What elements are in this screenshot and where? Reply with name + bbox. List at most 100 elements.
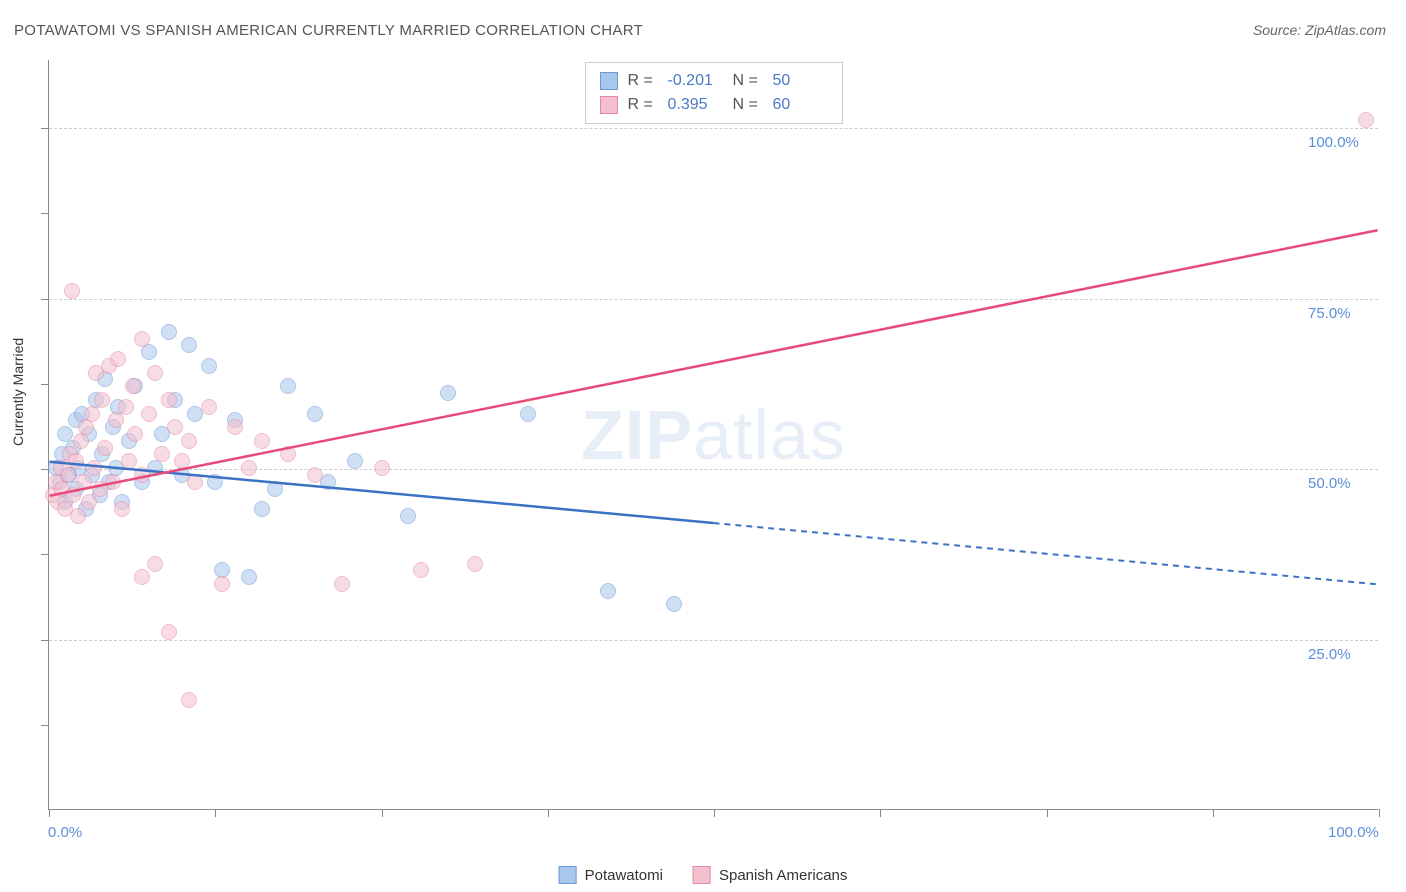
- legend-bottom-label-2: Spanish Americans: [719, 867, 847, 884]
- scatter-point-potawatomi: [141, 344, 157, 360]
- source-attribution: Source: ZipAtlas.com: [1253, 22, 1386, 38]
- x-tick: [215, 809, 216, 817]
- scatter-point-spanish: [413, 562, 429, 578]
- scatter-point-spanish: [154, 446, 170, 462]
- x-tick: [714, 809, 715, 817]
- scatter-point-spanish: [97, 440, 113, 456]
- scatter-point-potawatomi: [161, 324, 177, 340]
- scatter-point-spanish: [174, 453, 190, 469]
- scatter-point-spanish: [467, 556, 483, 572]
- y-tick: [41, 299, 49, 300]
- scatter-point-spanish: [161, 392, 177, 408]
- scatter-point-spanish: [81, 494, 97, 510]
- scatter-point-spanish: [147, 556, 163, 572]
- x-tick: [880, 809, 881, 817]
- watermark-rest: atlas: [693, 396, 846, 474]
- legend-n-value-2: 60: [773, 93, 828, 117]
- y-grid-label: 50.0%: [1308, 475, 1368, 492]
- x-tick: [382, 809, 383, 817]
- scatter-point-potawatomi: [267, 481, 283, 497]
- scatter-point-spanish: [121, 453, 137, 469]
- scatter-point-potawatomi: [600, 583, 616, 599]
- scatter-point-spanish: [161, 624, 177, 640]
- scatter-point-spanish: [73, 433, 89, 449]
- y-grid-label: 100.0%: [1308, 134, 1368, 151]
- x-axis-label: 100.0%: [1328, 824, 1379, 841]
- scatter-point-spanish: [181, 692, 197, 708]
- scatter-point-spanish: [134, 569, 150, 585]
- x-tick: [548, 809, 549, 817]
- scatter-point-spanish: [307, 467, 323, 483]
- legend-bottom-swatch-spanish: [693, 866, 711, 884]
- legend-r-label: R =: [628, 69, 658, 93]
- scatter-point-spanish: [60, 467, 76, 483]
- legend-n-label: N =: [733, 69, 763, 93]
- scatter-point-spanish: [280, 446, 296, 462]
- trend-lines: [49, 60, 1378, 809]
- x-axis-label: 0.0%: [48, 824, 82, 841]
- scatter-point-spanish: [1358, 112, 1374, 128]
- y-axis-label: Currently Married: [10, 338, 26, 446]
- gridline-h: [49, 128, 1378, 129]
- scatter-point-spanish: [227, 419, 243, 435]
- scatter-point-spanish: [125, 378, 141, 394]
- scatter-point-potawatomi: [440, 385, 456, 401]
- scatter-point-spanish: [84, 406, 100, 422]
- scatter-point-potawatomi: [307, 406, 323, 422]
- scatter-point-spanish: [65, 487, 81, 503]
- legend-bottom-label-1: Potawatomi: [585, 867, 663, 884]
- gridline-h: [49, 640, 1378, 641]
- y-tick: [41, 725, 49, 726]
- scatter-point-spanish: [181, 433, 197, 449]
- scatter-point-spanish: [78, 419, 94, 435]
- chart-container: POTAWATOMI VS SPANISH AMERICAN CURRENTLY…: [0, 0, 1406, 892]
- gridline-h: [49, 299, 1378, 300]
- y-tick: [41, 640, 49, 641]
- y-grid-label: 25.0%: [1308, 646, 1368, 663]
- scatter-point-spanish: [64, 283, 80, 299]
- legend-n-label-2: N =: [733, 93, 763, 117]
- scatter-point-spanish: [127, 426, 143, 442]
- scatter-point-spanish: [167, 419, 183, 435]
- scatter-point-spanish: [134, 467, 150, 483]
- scatter-point-potawatomi: [241, 569, 257, 585]
- x-tick: [1379, 809, 1380, 817]
- scatter-point-spanish: [68, 453, 84, 469]
- y-grid-label: 75.0%: [1308, 305, 1368, 322]
- legend-swatch-spanish: [600, 96, 618, 114]
- scatter-point-spanish: [134, 331, 150, 347]
- scatter-point-potawatomi: [347, 453, 363, 469]
- scatter-point-potawatomi: [201, 358, 217, 374]
- x-tick: [1047, 809, 1048, 817]
- legend-top-row-1: R = -0.201 N = 50: [600, 69, 828, 93]
- scatter-point-spanish: [114, 501, 130, 517]
- scatter-point-spanish: [334, 576, 350, 592]
- plot-area: ZIPatlas R = -0.201 N = 50 R = 0.395 N =…: [48, 60, 1378, 810]
- y-tick: [41, 554, 49, 555]
- legend-top: R = -0.201 N = 50 R = 0.395 N = 60: [585, 62, 843, 124]
- legend-r-value-2: 0.395: [668, 93, 723, 117]
- legend-bottom-item-1: Potawatomi: [559, 866, 663, 884]
- x-tick: [1213, 809, 1214, 817]
- legend-bottom: Potawatomi Spanish Americans: [559, 866, 848, 884]
- scatter-point-spanish: [86, 460, 102, 476]
- scatter-point-potawatomi: [666, 596, 682, 612]
- legend-r-label-2: R =: [628, 93, 658, 117]
- watermark: ZIPatlas: [581, 395, 846, 475]
- scatter-point-spanish: [110, 351, 126, 367]
- chart-title: POTAWATOMI VS SPANISH AMERICAN CURRENTLY…: [14, 22, 643, 39]
- scatter-point-spanish: [70, 508, 86, 524]
- scatter-point-potawatomi: [400, 508, 416, 524]
- scatter-point-spanish: [214, 576, 230, 592]
- scatter-point-spanish: [187, 474, 203, 490]
- legend-r-value-1: -0.201: [668, 69, 723, 93]
- x-tick: [49, 809, 50, 817]
- scatter-point-potawatomi: [207, 474, 223, 490]
- watermark-bold: ZIP: [581, 396, 693, 474]
- y-tick: [41, 213, 49, 214]
- scatter-point-spanish: [201, 399, 217, 415]
- legend-n-value-1: 50: [773, 69, 828, 93]
- scatter-point-spanish: [241, 460, 257, 476]
- scatter-point-spanish: [147, 365, 163, 381]
- y-tick: [41, 384, 49, 385]
